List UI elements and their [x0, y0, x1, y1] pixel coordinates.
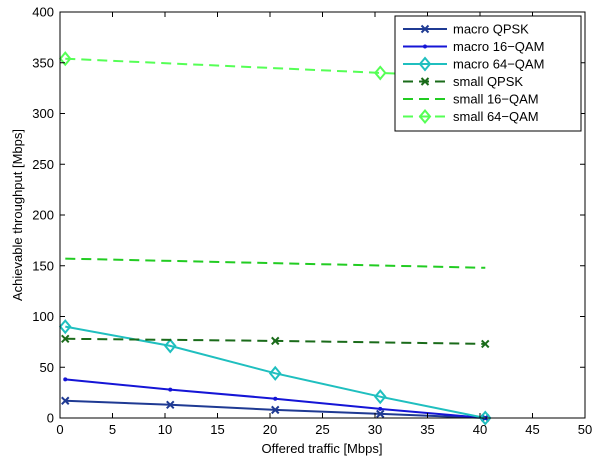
data-point: [163, 338, 177, 354]
data-point: [61, 334, 70, 344]
x-tick-label: 5: [109, 422, 116, 437]
legend-marker: [420, 24, 430, 34]
legend-label: small QPSK: [453, 74, 523, 89]
legend-entry: small 64−QAM: [403, 108, 539, 125]
x-tick-label: 30: [368, 422, 382, 437]
legend-entry: macro 64−QAM: [403, 56, 544, 72]
data-point: [373, 389, 387, 405]
legend-label: macro 16−QAM: [453, 39, 544, 54]
legend: macro QPSK macro 16−QAM macro 64−QAM small …: [394, 15, 582, 132]
x-tick-label: 15: [210, 422, 224, 437]
x-tick-label: 50: [578, 422, 592, 437]
x-axis-label: Offered traffic [Mbps]: [262, 441, 383, 456]
legend-label: small 16−QAM: [453, 92, 539, 107]
data-point: [268, 365, 282, 381]
y-tick-label: 250: [32, 157, 54, 172]
legend-entry: small 16−QAM: [403, 92, 539, 107]
legend-label: small 64−QAM: [453, 109, 539, 124]
data-point: [378, 406, 383, 411]
legend-entry: macro QPSK: [403, 22, 529, 37]
x-tick-label: 45: [525, 422, 539, 437]
data-point: [63, 377, 68, 382]
y-axis-label: Achievable throughput [Mbps]: [10, 129, 25, 301]
data-point: [271, 336, 280, 346]
data-point: [481, 339, 490, 349]
x-tick-label: 0: [56, 422, 63, 437]
y-tick-label: 0: [47, 411, 54, 426]
axes: 0 5 10 15 20 25 30 35 40 45 50 0 50 100 150 200 250 300 35…: [32, 5, 592, 438]
y-tick-label: 150: [32, 258, 54, 273]
y-tick-label: 300: [32, 106, 54, 121]
x-tick-label: 35: [420, 422, 434, 437]
x-tick-label: 25: [315, 422, 329, 437]
series-3: [61, 334, 490, 349]
x-tick-label: 10: [158, 422, 172, 437]
y-tick-label: 50: [40, 360, 54, 375]
legend-marker: [418, 108, 432, 125]
data-point: [376, 409, 385, 419]
x-tick-label: 40: [473, 422, 487, 437]
data-point: [61, 396, 70, 405]
series-line: [65, 257, 486, 269]
data-point: [58, 51, 72, 67]
y-tick-label: 400: [32, 5, 54, 20]
data-point: [373, 65, 387, 81]
legend-label: macro 64−QAM: [453, 57, 544, 72]
y-tick-label: 200: [32, 208, 54, 223]
data-point: [478, 410, 492, 426]
legend-marker: [418, 56, 432, 72]
x-tick-label: 20: [263, 422, 277, 437]
data-point: [58, 319, 72, 335]
data-point: [168, 387, 173, 392]
legend-label: macro QPSK: [453, 22, 529, 37]
data-point: [166, 400, 175, 410]
data-point: [271, 405, 280, 415]
legend-marker: [420, 77, 430, 86]
y-tick-label: 350: [32, 55, 54, 70]
series-4: [65, 257, 486, 269]
y-tick-label: 100: [32, 309, 54, 324]
legend-marker: [423, 44, 427, 49]
data-point: [273, 396, 278, 401]
legend-entry: small QPSK: [403, 74, 523, 89]
legend-entry: macro 16−QAM: [403, 39, 544, 54]
